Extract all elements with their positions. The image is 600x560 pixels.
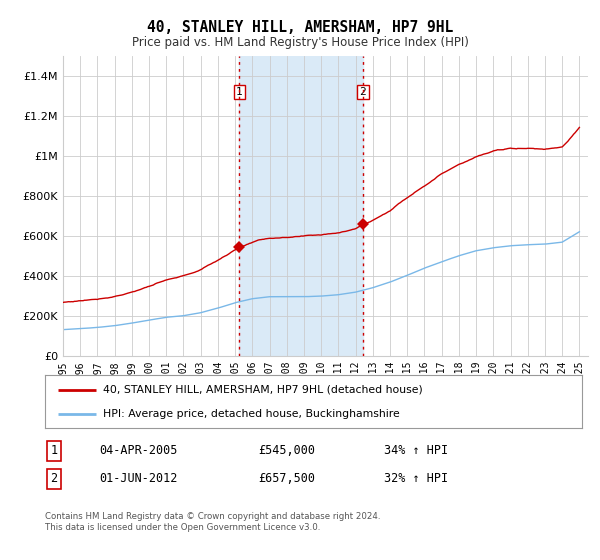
Text: 1: 1 — [50, 444, 58, 458]
Text: 2: 2 — [359, 87, 366, 97]
Text: 01-JUN-2012: 01-JUN-2012 — [99, 472, 178, 486]
Text: 40, STANLEY HILL, AMERSHAM, HP7 9HL: 40, STANLEY HILL, AMERSHAM, HP7 9HL — [147, 20, 453, 35]
Bar — [239, 56, 363, 356]
Text: 40, STANLEY HILL, AMERSHAM, HP7 9HL (detached house): 40, STANLEY HILL, AMERSHAM, HP7 9HL (det… — [103, 385, 423, 395]
Text: £657,500: £657,500 — [258, 472, 315, 486]
Text: 32% ↑ HPI: 32% ↑ HPI — [384, 472, 448, 486]
Text: 1: 1 — [236, 87, 243, 97]
Text: Price paid vs. HM Land Registry's House Price Index (HPI): Price paid vs. HM Land Registry's House … — [131, 36, 469, 49]
Text: 2: 2 — [50, 472, 58, 486]
Text: HPI: Average price, detached house, Buckinghamshire: HPI: Average price, detached house, Buck… — [103, 409, 400, 419]
Text: 34% ↑ HPI: 34% ↑ HPI — [384, 444, 448, 458]
Text: Contains HM Land Registry data © Crown copyright and database right 2024.
This d: Contains HM Land Registry data © Crown c… — [45, 512, 380, 532]
Text: £545,000: £545,000 — [258, 444, 315, 458]
Text: 04-APR-2005: 04-APR-2005 — [99, 444, 178, 458]
